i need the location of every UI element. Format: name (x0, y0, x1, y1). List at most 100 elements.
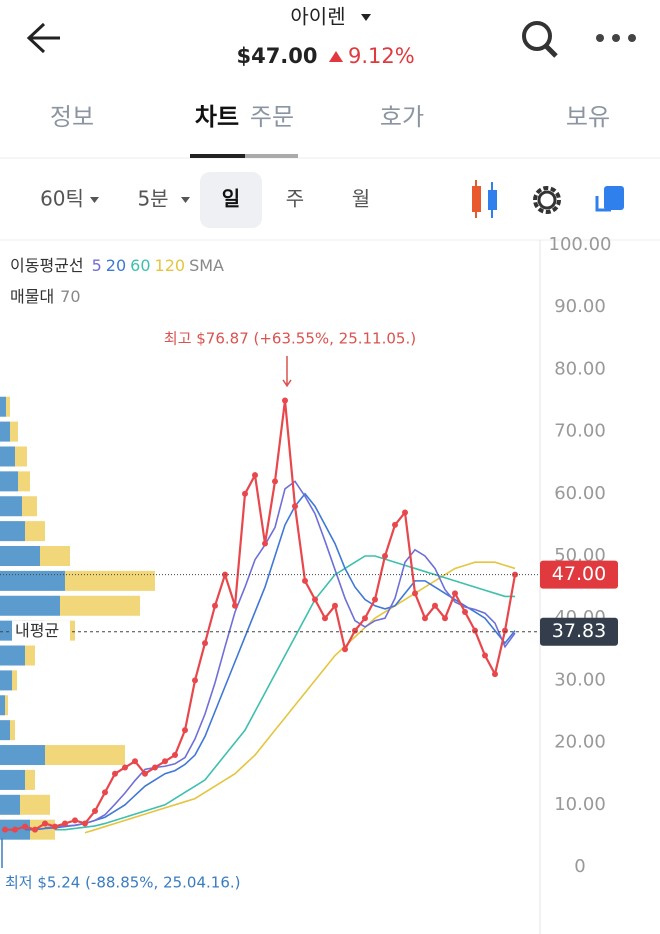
profile-yellow (15, 446, 27, 467)
profile-blue (0, 595, 60, 616)
price-point (282, 397, 288, 404)
price-point (62, 820, 68, 827)
price-point (462, 608, 468, 615)
y-tick-label: 90.00 (554, 296, 606, 317)
profile-blue (0, 421, 10, 442)
profile-yellow (25, 521, 45, 542)
settings-button[interactable] (533, 186, 561, 214)
interval[interactable]: 일 (222, 187, 240, 211)
profile-yellow (25, 645, 35, 666)
price-point (392, 521, 398, 528)
profile-yellow (40, 546, 70, 566)
profile-yellow (5, 695, 8, 716)
price-line (5, 400, 517, 831)
legend-label: 이동평균선 (10, 256, 84, 275)
tab[interactable]: 차트 (195, 103, 239, 131)
price-point (2, 826, 8, 833)
price-point (332, 602, 338, 609)
price-point (232, 602, 238, 609)
profile-legend: 매물대 70 (10, 287, 81, 306)
price-point (262, 540, 268, 547)
price-point (52, 823, 58, 830)
price-point (242, 490, 248, 497)
price-point (182, 727, 188, 734)
stock-title[interactable]: 아이렌 (290, 5, 345, 29)
interval[interactable]: 60틱 (40, 187, 84, 211)
profile-count: 70 (60, 287, 80, 306)
ma-line (44, 480, 516, 829)
avg-bg (12, 620, 70, 643)
profile-blue (0, 720, 10, 741)
price-point (292, 503, 298, 510)
y-tick-label: 0 (574, 856, 585, 877)
profile-blue (0, 645, 25, 666)
legend-entry: 60 (130, 256, 150, 275)
price-point (212, 602, 218, 609)
profile-blue (0, 769, 25, 790)
price-point (312, 596, 318, 603)
price-point (272, 478, 278, 485)
price-point (402, 509, 408, 516)
profile-yellow (18, 471, 30, 492)
y-tick-label: 80.00 (554, 358, 606, 379)
price-point (132, 758, 138, 765)
price-tag-label: 47.00 (552, 563, 606, 585)
price-tag (540, 560, 618, 589)
y-tick-label: 30.00 (554, 669, 606, 690)
profile-blue (0, 794, 20, 815)
profile-blue (0, 695, 5, 716)
y-tick-label: 60.00 (554, 483, 606, 504)
profile-yellow (45, 745, 125, 766)
interval[interactable]: 주 (286, 187, 304, 211)
price-tag (540, 617, 618, 646)
ma-line (25, 492, 516, 831)
price-point (372, 596, 378, 603)
interval[interactable]: 5분 (137, 187, 168, 211)
profile-blue (0, 471, 18, 492)
search-button[interactable] (522, 21, 558, 58)
legend-entry: 20 (106, 256, 126, 275)
price-point (412, 590, 418, 597)
refresh-button[interactable] (595, 186, 624, 212)
change: 9.12% (348, 44, 415, 68)
price-point (72, 817, 78, 824)
candle-type-button[interactable] (472, 180, 497, 218)
dropdown-icon (181, 197, 190, 203)
selected-interval (200, 172, 262, 228)
profile-yellow (22, 496, 37, 517)
price-point (192, 677, 198, 684)
price-point (442, 615, 448, 622)
interval[interactable]: 월 (352, 187, 370, 211)
profile-blue (0, 546, 40, 566)
y-tick-label: 20.00 (554, 732, 606, 753)
price-point (302, 577, 308, 584)
tab-underline (245, 154, 298, 158)
tab[interactable]: 호가 (380, 103, 424, 131)
tab[interactable]: 주문 (250, 103, 294, 131)
profile-blue (0, 670, 12, 691)
legend-entry: 120 (155, 256, 186, 275)
dropdown-icon[interactable] (361, 14, 371, 21)
y-tick-label: 70.00 (554, 421, 606, 442)
y-tick-label: 100.00 (549, 234, 612, 255)
dropdown-icon (90, 197, 99, 203)
low-annotation: 최저 $5.24 (-88.85%, 25.04.16.) (5, 874, 241, 892)
ma-legend: 이동평균선 5 20 60 120 SMA (10, 256, 224, 275)
tab[interactable]: 정보 (50, 103, 94, 131)
y-tick-label: 10.00 (554, 794, 606, 815)
price-point (12, 826, 18, 833)
more-button[interactable] (596, 34, 636, 42)
profile-blue (0, 396, 6, 417)
price-point (142, 770, 148, 777)
back-button[interactable] (26, 22, 60, 54)
price-point (162, 758, 168, 765)
high-arrow (282, 356, 292, 388)
tab-underline (190, 154, 245, 158)
up-icon (329, 51, 343, 62)
high-annotation: 최고 $76.87 (+63.55%, 25.11.05.) (164, 330, 416, 348)
profile-label: 매물대 (10, 287, 54, 306)
tab[interactable]: 보유 (566, 103, 610, 131)
profile-yellow (10, 421, 18, 442)
profile-blue (0, 521, 25, 542)
